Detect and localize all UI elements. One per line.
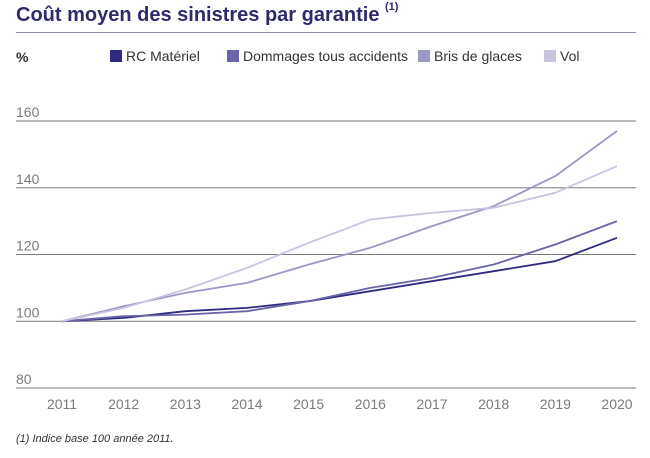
legend-swatch [544,50,556,62]
legend-label: Bris de glaces [434,48,522,64]
footnote: (1) Indice base 100 année 2011. [16,433,174,445]
legend-item-vol: Vol [544,48,579,64]
title-footnote-marker: (1) [385,1,399,14]
legend-item-bris: Bris de glaces [418,48,522,64]
x-tick-layer: 2011 2012 2013 2014 2015 2016 2017 2018 2019 2020 [47,396,633,412]
x-tick-label: 2012 [108,396,139,412]
legend-label: Vol [560,48,580,64]
legend-swatch [110,50,122,62]
x-tick-label: 2016 [355,396,386,412]
legend-item-rc-materiel: RC Matériel [110,48,200,64]
legend-swatch [227,50,239,62]
legend-swatch [418,50,430,62]
legend-label: RC Matériel [126,48,200,64]
y-tick-label: 80 [16,371,32,387]
series-line-0 [61,236,618,323]
x-tick-label: 2014 [231,396,262,412]
legend-label: Dommages tous accidents [243,48,408,64]
chart-title-text: Coût moyen des sinistres par garantie [16,4,380,26]
x-tick-label: 2018 [478,396,509,412]
x-tick-label: 2015 [293,396,324,412]
x-tick-label: 2017 [416,396,447,412]
legend-item-dommages: Dommages tous accidents [227,48,408,64]
x-tick-label: 2020 [601,396,632,412]
series-line-2 [61,130,618,323]
series-line-1 [61,220,618,323]
x-tick-label: 2011 [47,396,77,412]
series-layer [61,130,618,323]
x-tick-label: 2019 [540,396,571,412]
title-divider [16,32,636,33]
series-line-3 [61,165,618,323]
y-tick-label: 100 [16,304,40,320]
y-tick-label: 140 [16,171,40,187]
legend: RC Matériel Dommages tous accidents Bris… [0,48,650,68]
chart-title: Coût moyen des sinistres par garantie (1… [16,1,399,27]
x-tick-label: 2013 [170,396,201,412]
grid-layer: 80 100 120 140 160 [16,104,636,389]
y-tick-label: 120 [16,238,40,254]
y-unit-label: % [16,49,29,65]
y-tick-label: 160 [16,104,40,120]
